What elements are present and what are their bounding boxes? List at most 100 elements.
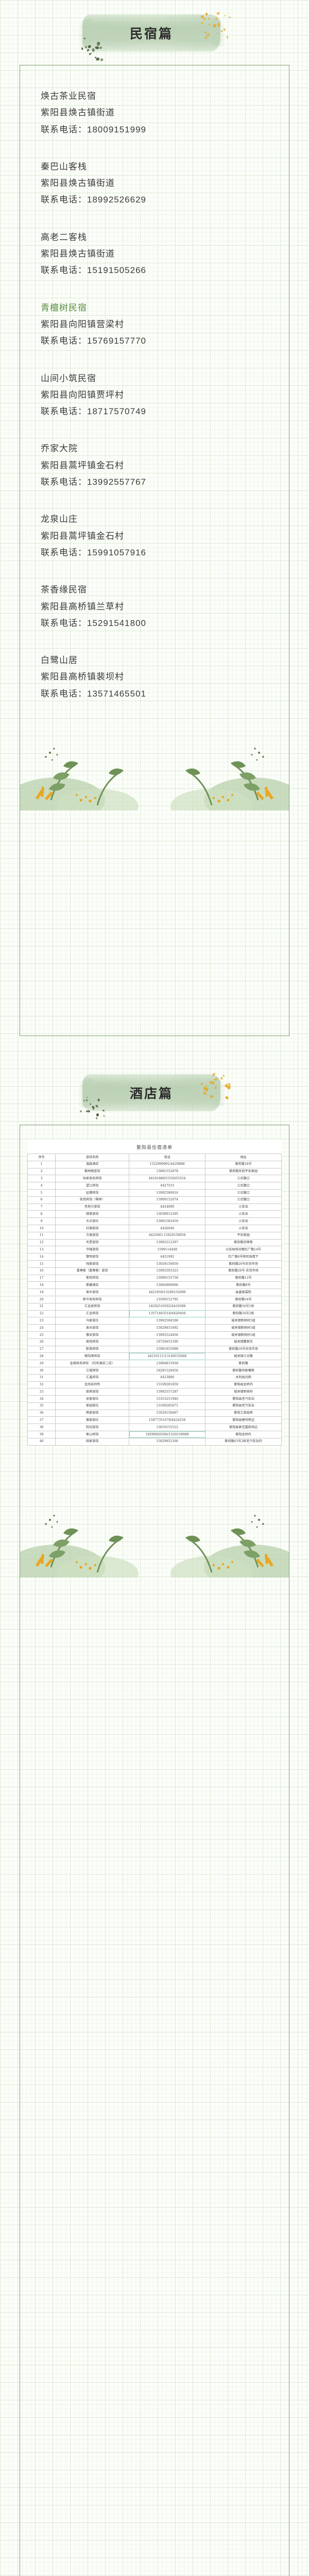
hotel-name-cell: 枫林晚旅馆: [55, 1167, 130, 1176]
hotel-name-cell: 喜尊客（喜尊客）旅馆: [55, 1267, 130, 1275]
speckle-dot: [222, 27, 226, 31]
table-row: 10 红旗旅馆 4426046 火车站: [27, 1224, 282, 1232]
row-index-cell: 26: [27, 1338, 56, 1346]
hotel-address-cell: 紫阳工商局旁: [205, 1409, 282, 1417]
hotel-phone-cell: 13992524856: [129, 1331, 206, 1339]
row-index-cell: 10: [27, 1224, 56, 1232]
hotel-address-cell: 县委家属院: [205, 1289, 282, 1296]
homestay-name: 秦巴山客栈: [41, 161, 87, 172]
hotel-name-cell: 黄家旅社: [55, 1416, 130, 1425]
hotel-phone-cell: 1522999991/4420888: [129, 1160, 206, 1168]
homestay-phone: 联系电话：15291541800: [41, 618, 147, 628]
table-row: 19 茶乡旅馆 4421859/13289152099 县委家属院: [27, 1289, 282, 1296]
hotel-name-cell: 朋来旅馆: [55, 1388, 130, 1396]
column-header: 电话: [129, 1154, 206, 1161]
row-index-cell: 14: [27, 1253, 56, 1261]
hotel-table-wrapper: 紫阳县住宿清单 序号 旅馆名称 电话 地址 1 源森酒店 1522999991/44208…: [27, 1140, 282, 1446]
hotel-name-cell: 望江宾馆: [55, 1182, 130, 1190]
hotel-address-cell: 红广路6号移民局楼下: [205, 1253, 282, 1261]
homestay-address: 紫阳县向阳镇贾坪村: [41, 389, 124, 400]
hotel-phone-cell: 13909155758: [129, 1274, 206, 1282]
hotel-address-cell: 三岔路口: [205, 1196, 282, 1204]
row-index-cell: 1: [27, 1160, 56, 1168]
brush-stroke-banner: [78, 1074, 226, 1111]
table-header-row: 序号 旅馆名称 电话 地址: [27, 1154, 282, 1161]
hotel-name-cell: 蒋家旅馆: [55, 1409, 130, 1417]
hotel-phone-cell: 44181888/5332655554: [129, 1175, 206, 1183]
homestay-phone: 联系电话：13571465501: [41, 688, 147, 699]
hotel-phone-cell: 13992580016: [129, 1189, 206, 1197]
hotel-phone-cell: 18292510502/4418388: [129, 1302, 206, 1311]
hotel-phone-cell: 13084815939: [129, 1360, 206, 1367]
row-index-cell: 5: [27, 1189, 56, 1197]
hotel-phone-cell: 4421859/13289152099: [129, 1289, 206, 1296]
homestay-address: 紫阳县蒿坪镇金石村: [41, 460, 124, 470]
row-index-cell: 21: [27, 1302, 56, 1311]
hotel-name-cell: 大众旅社: [55, 1217, 130, 1225]
hotel-name-cell: 江城宾馆: [55, 1366, 130, 1375]
hotel-phone-cell: 15929156667: [129, 1409, 206, 1417]
hotel-name-cell: 茶乡旅馆: [55, 1289, 130, 1296]
hotel-phone-cell: 13571463510/4420456: [129, 1310, 206, 1318]
hotel-name-cell: 天星旅馆: [55, 1239, 130, 1247]
row-index-cell: 20: [27, 1295, 56, 1303]
table-row: 15 钱家旅馆 13659150059 紫府路26号农贸市场: [27, 1260, 282, 1268]
table-row: 26 君悦宾馆 18729453190 城关镇曹家坎: [27, 1338, 282, 1346]
hotel-phone-cell: 13084809006: [129, 1281, 206, 1290]
hotel-name-cell: 阳光旅馆: [55, 1423, 130, 1432]
homestay-item: 白鹭山居 紫阳县高桥镇裴坝村 联系电话：13571465501: [20, 652, 289, 702]
table-row: 38 阳光旅馆 13619155522 紫阳县家佳富商场边: [27, 1423, 282, 1432]
homestay-item: 高老二客栈 紫阳县焕古镇街道 联系电话：15191505266: [20, 229, 289, 279]
hotel-phone-cell: 13891552878: [129, 1167, 206, 1176]
hotel-name-cell: 顺意旅馆: [55, 1210, 130, 1218]
row-index-cell: 7: [27, 1203, 56, 1211]
row-index-cell: 16: [27, 1267, 56, 1275]
hotel-name-cell: 马家旅社: [55, 1317, 130, 1325]
hotel-name-cell: 金缘商务宾馆 （红旺酒店二店）: [55, 1360, 130, 1367]
hotel-address-cell: 公安局斜对面红广路14号: [205, 1246, 282, 1254]
botanical-decoration-bottom: [20, 723, 289, 811]
row-index-cell: 37: [27, 1416, 56, 1425]
hotel-name-cell: 征稽宾馆: [55, 1189, 130, 1197]
homestay-phone: 联系电话：15991057916: [41, 547, 147, 557]
table-row: 3 怡家商务宾馆 44181888/5332655554 三岔路口: [27, 1175, 282, 1183]
hotel-phone-cell: 15829851692: [129, 1324, 206, 1332]
hotel-name-cell: 泉水旅馆: [55, 1324, 130, 1332]
row-index-cell: 38: [27, 1423, 56, 1432]
hotel-phone-cell: 13619155522: [129, 1423, 206, 1432]
homestay-phone: 联系电话：18009151999: [41, 124, 147, 134]
speckle-dot: [96, 1113, 99, 1117]
hotel-phone-cell: 4427555: [129, 1182, 206, 1190]
homestay-address: 紫阳县高桥镇兰草村: [41, 601, 124, 612]
section-header-homestay: 民宿篇: [0, 7, 309, 65]
table-row: 11 万泰旅馆 4425083 15929159058 平安家园: [27, 1231, 282, 1240]
row-index-cell: 2: [27, 1167, 56, 1176]
table-row: 17 紫苑宾馆 13909155758 紫府路12号: [27, 1274, 282, 1282]
homestay-item: 焕古茶业民宿 紫阳县焕古镇街道 联系电话：18009151999: [20, 88, 289, 138]
hotel-phone-cell: 13992557287: [129, 1388, 206, 1396]
hotel-phone-cell: 18590920366/1529159089: [129, 1431, 206, 1438]
hotel-name-cell: 汇鑫宾馆: [55, 1374, 130, 1382]
hotel-address-cell: 城关镇新桃村5组: [205, 1324, 282, 1332]
hotel-name-cell: 紫藤酒店: [55, 1281, 130, 1290]
table-row: 20 新华商务宾馆 13509152795 紫府路54号: [27, 1295, 282, 1303]
hotel-phone-cell: 13992512397: [129, 1239, 206, 1247]
hotel-phone-cell: 4425083 15929159058: [129, 1231, 206, 1240]
table-row: 22 汇金宾馆 13571463510/4420456 紫府路34号2栋: [27, 1310, 282, 1318]
homestay-item: 茶香缘民宿 紫阳县高桥镇兰草村 联系电话：15291541800: [20, 582, 289, 632]
hotel-name-cell: 吴家旅社: [55, 1395, 130, 1403]
hotel-name-cell: 君悦宾馆: [55, 1338, 130, 1346]
botanical-decoration-bottom: [20, 1459, 289, 1578]
table-row: 16 喜尊客（喜尊客）旅馆 13992503323 紫府路26号 农贸市场: [27, 1267, 282, 1275]
row-index-cell: 30: [27, 1366, 56, 1375]
hotel-phone-cell: 1599114448: [129, 1246, 206, 1254]
row-index-cell: 12: [27, 1239, 56, 1247]
homestay-address: 紫阳县高桥镇裴坝村: [41, 672, 124, 682]
homestay-item: 青檀树民宿 紫阳县向阳镇营梁村 联系电话：15769157770: [20, 300, 289, 350]
hotel-address-cell: 紫府路鸡家嘴巷: [205, 1366, 282, 1375]
homestay-phone: 联系电话：15191505266: [41, 265, 147, 276]
homestay-phone: 联系电话：15769157770: [41, 336, 147, 346]
table-row: 1 源森酒店 1522999991/4420888 紫府路34号: [27, 1160, 282, 1168]
hotel-phone-cell: 13109281859: [129, 1381, 206, 1389]
hotel-phone-cell: 15991955998: [129, 1345, 206, 1353]
